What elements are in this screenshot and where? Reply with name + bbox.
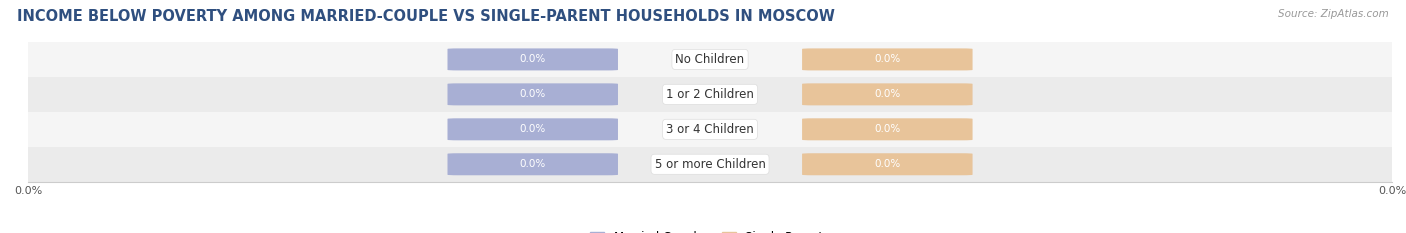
Text: 0.0%: 0.0%	[520, 124, 546, 134]
Text: No Children: No Children	[675, 53, 745, 66]
Text: 0.0%: 0.0%	[520, 55, 546, 64]
Text: 5 or more Children: 5 or more Children	[655, 158, 765, 171]
Text: 0.0%: 0.0%	[520, 159, 546, 169]
FancyBboxPatch shape	[447, 83, 619, 105]
Text: 0.0%: 0.0%	[875, 89, 900, 99]
FancyBboxPatch shape	[447, 153, 619, 175]
Bar	[28, 147, 1392, 182]
Text: Source: ZipAtlas.com: Source: ZipAtlas.com	[1278, 9, 1389, 19]
FancyBboxPatch shape	[801, 118, 973, 140]
Text: 3 or 4 Children: 3 or 4 Children	[666, 123, 754, 136]
Text: 0.0%: 0.0%	[875, 124, 900, 134]
Text: 0.0%: 0.0%	[520, 89, 546, 99]
Text: INCOME BELOW POVERTY AMONG MARRIED-COUPLE VS SINGLE-PARENT HOUSEHOLDS IN MOSCOW: INCOME BELOW POVERTY AMONG MARRIED-COUPL…	[17, 9, 835, 24]
Legend: Married Couples, Single Parents: Married Couples, Single Parents	[586, 226, 834, 233]
Text: 0.0%: 0.0%	[875, 55, 900, 64]
Bar	[28, 112, 1392, 147]
Text: 1 or 2 Children: 1 or 2 Children	[666, 88, 754, 101]
Bar	[28, 77, 1392, 112]
FancyBboxPatch shape	[447, 48, 619, 70]
FancyBboxPatch shape	[447, 118, 619, 140]
FancyBboxPatch shape	[801, 83, 973, 105]
Bar	[28, 42, 1392, 77]
FancyBboxPatch shape	[801, 153, 973, 175]
FancyBboxPatch shape	[801, 48, 973, 70]
Text: 0.0%: 0.0%	[875, 159, 900, 169]
